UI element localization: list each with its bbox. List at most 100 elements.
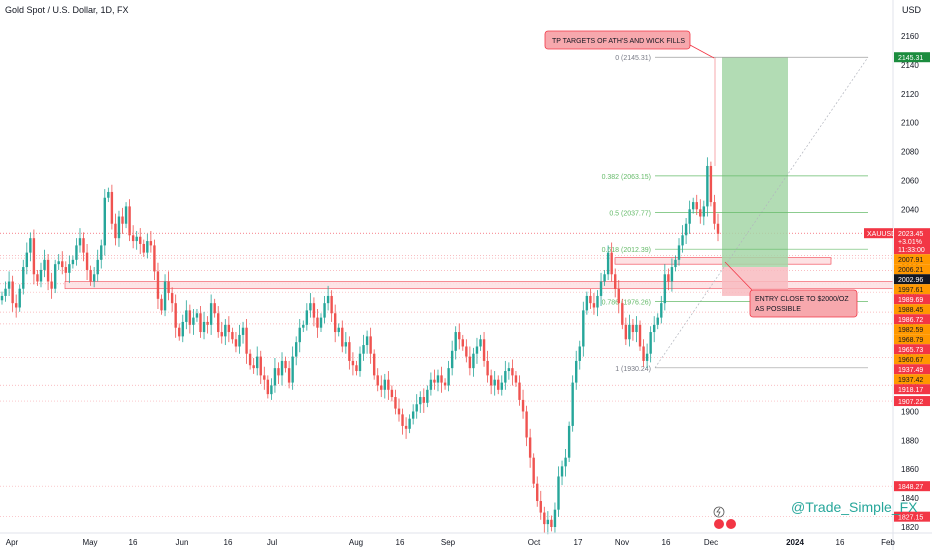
level-price-label[interactable]: 1937.49	[894, 364, 930, 375]
level-price-label[interactable]: 1982.59	[894, 324, 930, 335]
candle[interactable]	[372, 349, 376, 380]
candle[interactable]	[486, 350, 489, 383]
candle[interactable]	[163, 274, 167, 317]
candle[interactable]	[571, 375, 574, 432]
candle[interactable]	[365, 330, 369, 354]
candle[interactable]	[660, 295, 663, 324]
candle[interactable]	[291, 346, 294, 390]
candle[interactable]	[266, 375, 270, 399]
candle[interactable]	[185, 300, 188, 330]
candle[interactable]	[124, 202, 128, 229]
candle[interactable]	[489, 369, 493, 395]
candle[interactable]	[71, 255, 75, 269]
candle[interactable]	[635, 316, 638, 343]
candle[interactable]	[387, 371, 390, 400]
candle[interactable]	[57, 254, 60, 270]
candle[interactable]	[362, 334, 365, 361]
candle[interactable]	[461, 334, 464, 351]
candle[interactable]	[142, 239, 145, 257]
candle[interactable]	[96, 249, 99, 282]
candle[interactable]	[224, 319, 227, 346]
candle[interactable]	[217, 306, 220, 338]
candle[interactable]	[284, 356, 287, 373]
candle[interactable]	[390, 385, 394, 402]
candle[interactable]	[213, 298, 216, 318]
candle[interactable]	[440, 366, 443, 393]
candle[interactable]	[135, 230, 138, 250]
entry-callout[interactable]: ENTRY CLOSE TO $2000/OZ AS POSSIBLE	[724, 261, 858, 318]
candle[interactable]	[621, 298, 624, 330]
candle[interactable]	[528, 428, 532, 468]
candle[interactable]	[504, 360, 507, 390]
candle[interactable]	[149, 230, 153, 253]
level-price-label[interactable]: 2007.91	[894, 254, 930, 265]
candle[interactable]	[238, 324, 241, 354]
candle[interactable]	[202, 311, 206, 340]
candle[interactable]	[316, 308, 319, 338]
candle[interactable]	[617, 280, 620, 314]
candle[interactable]	[575, 350, 578, 390]
candle[interactable]	[167, 271, 170, 301]
candle[interactable]	[121, 207, 124, 234]
level-price-label[interactable]: 1989.69	[894, 294, 930, 305]
candle[interactable]	[174, 294, 177, 338]
candle[interactable]	[716, 213, 720, 242]
candle[interactable]	[638, 320, 642, 351]
candle[interactable]	[567, 421, 571, 463]
candle[interactable]	[610, 242, 613, 282]
candle[interactable]	[713, 194, 716, 230]
candle[interactable]	[670, 258, 674, 292]
candle[interactable]	[376, 368, 379, 392]
candle[interactable]	[479, 334, 482, 351]
candle[interactable]	[603, 269, 606, 286]
candle[interactable]	[447, 360, 450, 392]
candle[interactable]	[532, 453, 535, 489]
candle[interactable]	[383, 373, 387, 399]
candle[interactable]	[465, 339, 468, 363]
candle[interactable]	[348, 336, 351, 370]
candle[interactable]	[699, 199, 702, 224]
candle[interactable]	[514, 371, 518, 387]
candle[interactable]	[252, 358, 255, 374]
level-price-label[interactable]: 1986.72	[894, 314, 930, 325]
candle[interactable]	[606, 245, 610, 281]
candle[interactable]	[209, 294, 213, 335]
candle[interactable]	[32, 229, 36, 285]
candle[interactable]	[337, 323, 340, 337]
candle[interactable]	[344, 332, 348, 354]
candle[interactable]	[656, 313, 659, 330]
candle[interactable]	[482, 332, 486, 367]
candle[interactable]	[429, 372, 433, 396]
candle[interactable]	[472, 347, 475, 377]
candle[interactable]	[681, 225, 684, 253]
candle[interactable]	[22, 259, 25, 295]
candle[interactable]	[684, 217, 688, 244]
candle[interactable]	[110, 184, 114, 230]
candle[interactable]	[326, 285, 330, 311]
candle[interactable]	[497, 375, 500, 395]
candle[interactable]	[46, 254, 50, 291]
candle[interactable]	[181, 314, 184, 343]
candle[interactable]	[319, 313, 323, 333]
candle[interactable]	[156, 262, 160, 309]
candle[interactable]	[18, 284, 21, 312]
candle[interactable]	[394, 389, 397, 415]
candle[interactable]	[706, 157, 709, 217]
last-price-label[interactable]: 2023.45+3.01%11:33:00	[894, 228, 930, 255]
candle[interactable]	[560, 460, 564, 486]
candle[interactable]	[39, 262, 43, 288]
candle[interactable]	[433, 369, 436, 390]
level-price-label[interactable]: 1907.22	[894, 396, 930, 407]
candle[interactable]	[493, 371, 496, 396]
level-price-label[interactable]: 1965.73	[894, 344, 930, 355]
candle[interactable]	[68, 255, 71, 283]
candle[interactable]	[688, 200, 691, 234]
candle[interactable]	[294, 336, 298, 366]
candle[interactable]	[631, 319, 635, 341]
candle[interactable]	[592, 293, 596, 315]
candle[interactable]	[369, 327, 372, 364]
candle[interactable]	[596, 290, 599, 317]
candle[interactable]	[536, 476, 539, 507]
candle[interactable]	[475, 337, 479, 364]
